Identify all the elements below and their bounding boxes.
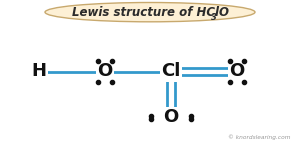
Text: O: O xyxy=(164,108,178,126)
Text: Lewis structure of HClO: Lewis structure of HClO xyxy=(71,6,229,19)
Text: © knordslearing.com: © knordslearing.com xyxy=(229,135,291,140)
Ellipse shape xyxy=(45,2,255,22)
Text: H: H xyxy=(32,62,46,81)
Text: O: O xyxy=(98,62,112,81)
Text: 3: 3 xyxy=(211,13,217,22)
Text: O: O xyxy=(230,62,244,81)
Text: Cl: Cl xyxy=(161,62,181,81)
